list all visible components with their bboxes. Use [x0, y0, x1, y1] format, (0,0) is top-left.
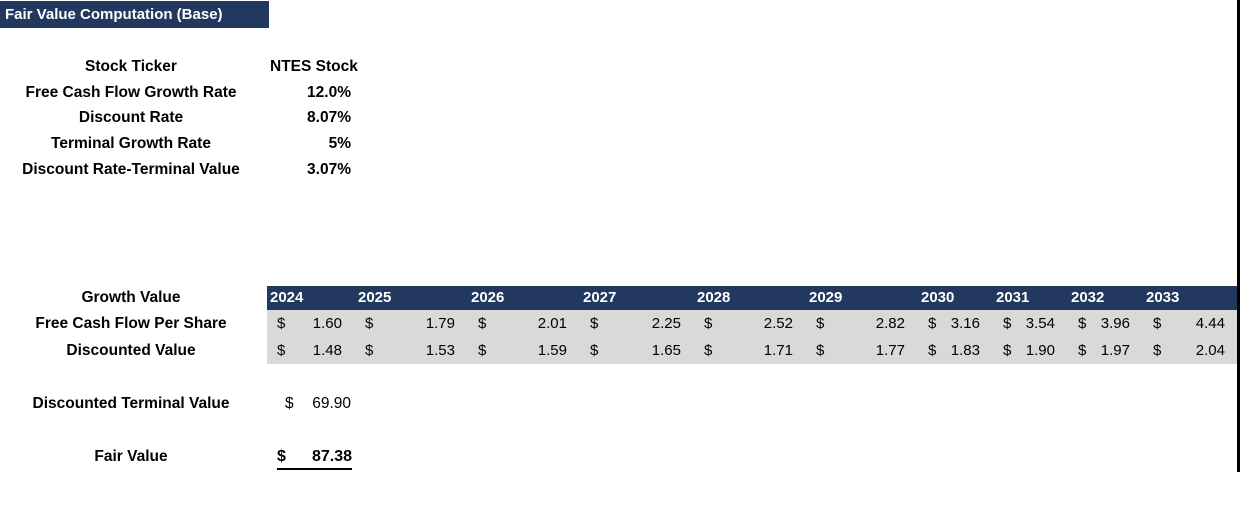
- currency-symbol: $: [1153, 315, 1162, 332]
- currency-symbol: $: [285, 394, 294, 412]
- discounted-terminal-value: 69.90: [312, 394, 351, 412]
- fcf-per-share-row-cell-2030[interactable]: $3.16: [918, 310, 993, 337]
- fcf-per-share-row-cell-2025[interactable]: $1.79: [355, 310, 468, 337]
- fcf-per-share-row-cell-2029[interactable]: $2.82: [806, 310, 918, 337]
- param-label-terminal-growth-rate: Terminal Growth Rate: [51, 135, 211, 152]
- param-label-discount-rate: Discount Rate: [78, 109, 184, 126]
- currency-symbol: $: [277, 342, 286, 359]
- discounted-value-row-cell-2029[interactable]: $1.77: [806, 337, 918, 364]
- discounted-value-row-cell-2032[interactable]: $1.97: [1068, 337, 1143, 364]
- param-value-terminal-growth-rate[interactable]: 5%: [328, 135, 351, 152]
- cell-value: 1.77: [875, 342, 905, 359]
- year-header-2029[interactable]: 2029: [809, 289, 843, 306]
- year-header-2026[interactable]: 2026: [471, 289, 505, 306]
- cell-value: 1.97: [1100, 342, 1130, 359]
- param-label-stock-ticker: Stock Ticker: [85, 58, 177, 75]
- year-header-2031[interactable]: 2031: [996, 289, 1030, 306]
- fcf-per-share-row: $1.60 $1.79 $2.01 $2.25 $2.52 $2.82 $3.16 $3.54…: [267, 310, 1238, 337]
- currency-symbol: $: [928, 315, 937, 332]
- label-fair-value: Fair Value: [94, 448, 168, 465]
- currency-symbol: $: [365, 342, 374, 359]
- fcf-per-share-row-cell-2024[interactable]: $1.60: [267, 310, 355, 337]
- print-area-border-line: [1237, 0, 1240, 472]
- cell-value: 3.16: [950, 315, 980, 332]
- currency-symbol: $: [590, 315, 599, 332]
- currency-symbol: $: [1078, 315, 1087, 332]
- currency-symbol: $: [1003, 315, 1012, 332]
- cell-value: 2.04: [1195, 342, 1225, 359]
- currency-symbol: $: [277, 315, 286, 332]
- cell-value: 1.59: [537, 342, 567, 359]
- discounted-value-row-cell-2033[interactable]: $2.04: [1143, 337, 1238, 364]
- row-label-fcf-per-share: Free Cash Flow Per Share: [35, 315, 227, 332]
- cell-value: 4.44: [1195, 315, 1225, 332]
- param-value-stock-ticker[interactable]: NTES Stock: [270, 58, 358, 75]
- discounted-value-row-cell-2026[interactable]: $1.59: [468, 337, 580, 364]
- year-header-2030[interactable]: 2030: [921, 289, 955, 306]
- cell-value: 1.65: [651, 342, 681, 359]
- currency-symbol: $: [365, 315, 374, 332]
- projection-table: 2024 2025 2026 2027 2028 2029 2030 2031 2032 2033…: [267, 286, 1238, 364]
- param-label-discount-rate-terminal-value: Discount Rate-Terminal Value: [22, 161, 240, 178]
- cell-value: 1.48: [312, 342, 342, 359]
- cell-value: 2.25: [651, 315, 681, 332]
- cell-value: 1.60: [312, 315, 342, 332]
- fcf-per-share-row-cell-2033[interactable]: $4.44: [1143, 310, 1238, 337]
- discounted-value-row-cell-2030[interactable]: $1.83: [918, 337, 993, 364]
- label-discounted-terminal-value: Discounted Terminal Value: [32, 395, 230, 412]
- year-header-2032[interactable]: 2032: [1071, 289, 1105, 306]
- fcf-per-share-row-cell-2032[interactable]: $3.96: [1068, 310, 1143, 337]
- sheet-title-cell: Fair Value Computation (Base): [0, 1, 269, 28]
- year-header-2033[interactable]: 2033: [1146, 289, 1180, 306]
- row-label-growth-value: Growth Value: [81, 289, 181, 306]
- currency-symbol: $: [704, 315, 713, 332]
- currency-symbol: $: [1003, 342, 1012, 359]
- cell-value: 3.96: [1100, 315, 1130, 332]
- discounted-value-row-cell-2025[interactable]: $1.53: [355, 337, 468, 364]
- discounted-value-row-cell-2031[interactable]: $1.90: [993, 337, 1068, 364]
- cell-value: 1.90: [1025, 342, 1055, 359]
- cell-value: 2.52: [763, 315, 793, 332]
- currency-symbol: $: [704, 342, 713, 359]
- fcf-per-share-row-cell-2027[interactable]: $2.25: [580, 310, 694, 337]
- discounted-terminal-value-cell[interactable]: $ 69.90: [285, 393, 351, 414]
- currency-symbol: $: [1078, 342, 1087, 359]
- discounted-value-row-cell-2028[interactable]: $1.71: [694, 337, 806, 364]
- year-header-row: 2024 2025 2026 2027 2028 2029 2030 2031 2032 2033: [267, 286, 1238, 310]
- currency-symbol: $: [1153, 342, 1162, 359]
- param-label-fcf-growth-rate: Free Cash Flow Growth Rate: [25, 84, 237, 101]
- year-header-2028[interactable]: 2028: [697, 289, 731, 306]
- currency-symbol: $: [816, 315, 825, 332]
- cell-value: 2.01: [537, 315, 567, 332]
- discounted-value-row-cell-2027[interactable]: $1.65: [580, 337, 694, 364]
- row-label-discounted-value: Discounted Value: [66, 342, 196, 359]
- year-header-2027[interactable]: 2027: [583, 289, 617, 306]
- currency-symbol: $: [928, 342, 937, 359]
- currency-symbol: $: [816, 342, 825, 359]
- fcf-per-share-row-cell-2031[interactable]: $3.54: [993, 310, 1068, 337]
- discounted-value-row-cell-2024[interactable]: $1.48: [267, 337, 355, 364]
- fair-value: 87.38: [311, 448, 352, 465]
- year-header-2025[interactable]: 2025: [358, 289, 392, 306]
- param-value-fcf-growth-rate[interactable]: 12.0%: [307, 84, 351, 101]
- fcf-per-share-row-cell-2028[interactable]: $2.52: [694, 310, 806, 337]
- fcf-per-share-row-cell-2026[interactable]: $2.01: [468, 310, 580, 337]
- cell-value: 3.54: [1025, 315, 1055, 332]
- fair-value-cell[interactable]: $ 87.38: [277, 446, 352, 470]
- cell-value: 1.53: [425, 342, 455, 359]
- currency-symbol: $: [590, 342, 599, 359]
- cell-value: 1.83: [950, 342, 980, 359]
- param-value-discount-rate[interactable]: 8.07%: [307, 109, 351, 126]
- year-header-2024[interactable]: 2024: [270, 289, 304, 306]
- cell-value: 1.79: [425, 315, 455, 332]
- currency-symbol: $: [478, 342, 487, 359]
- cell-value: 2.82: [875, 315, 905, 332]
- sheet-title-text: Fair Value Computation (Base): [5, 6, 223, 23]
- currency-symbol: $: [478, 315, 487, 332]
- currency-symbol: $: [277, 448, 286, 465]
- param-value-discount-rate-terminal-value[interactable]: 3.07%: [307, 161, 351, 178]
- discounted-value-row: $1.48 $1.53 $1.59 $1.65 $1.71 $1.77 $1.83 $1.90…: [267, 337, 1238, 364]
- cell-value: 1.71: [763, 342, 793, 359]
